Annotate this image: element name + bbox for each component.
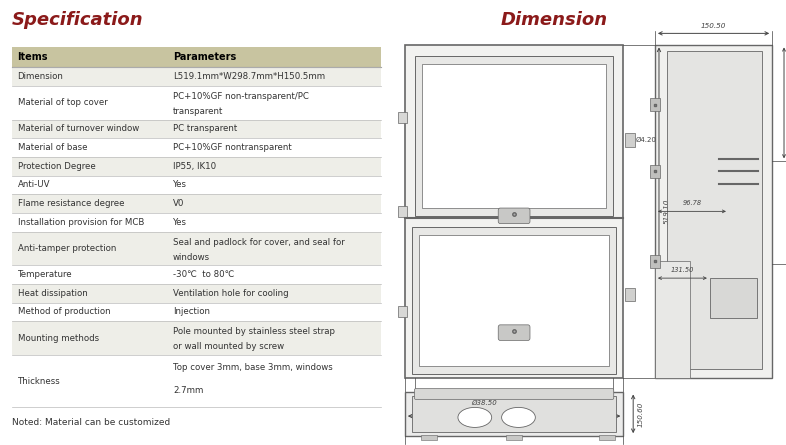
Text: Dimension: Dimension — [17, 72, 64, 81]
Text: Method of production: Method of production — [17, 307, 110, 316]
Bar — [12, 194, 381, 213]
Text: 298.70: 298.70 — [501, 420, 527, 425]
Text: Dimension: Dimension — [500, 11, 608, 29]
Text: 25.34: 25.34 — [725, 295, 743, 301]
Bar — [650, 165, 660, 178]
Text: 131.50: 131.50 — [670, 267, 694, 273]
Text: Thickness: Thickness — [17, 376, 61, 385]
Bar — [625, 288, 635, 302]
Text: Ventilation hole for cooling: Ventilation hole for cooling — [173, 289, 288, 298]
Bar — [12, 176, 381, 194]
Text: 150.50: 150.50 — [701, 24, 726, 29]
Bar — [650, 255, 660, 268]
Text: 2.7mm: 2.7mm — [173, 386, 204, 395]
Text: 519.10: 519.10 — [663, 198, 670, 224]
FancyBboxPatch shape — [498, 325, 530, 340]
Text: Seal and padlock for cover, and seal for: Seal and padlock for cover, and seal for — [173, 238, 345, 247]
Bar — [506, 435, 522, 440]
Bar — [12, 67, 381, 86]
Bar — [12, 120, 381, 138]
Text: Ø4.20: Ø4.20 — [636, 137, 657, 143]
Text: -30℃  to 80℃: -30℃ to 80℃ — [173, 270, 234, 279]
Bar — [12, 265, 381, 284]
Bar — [419, 235, 609, 366]
Text: Protection Degree: Protection Degree — [17, 162, 95, 171]
Text: Flame resistance degree: Flame resistance degree — [17, 199, 124, 208]
Bar — [405, 392, 623, 436]
Bar — [12, 231, 381, 265]
Text: Heat dissipation: Heat dissipation — [17, 289, 87, 298]
Text: Ø38.50: Ø38.50 — [471, 400, 497, 406]
Text: Material of turnover window: Material of turnover window — [17, 125, 139, 134]
Text: 150.60: 150.60 — [637, 401, 643, 427]
Bar — [12, 213, 381, 231]
Bar — [12, 321, 381, 355]
Text: Noted: Material can be customized: Noted: Material can be customized — [12, 418, 170, 427]
Text: PC+10%GF nontransparent: PC+10%GF nontransparent — [173, 143, 292, 152]
Text: Yes: Yes — [173, 180, 187, 190]
Text: windows: windows — [173, 253, 211, 262]
Text: Top cover 3mm, base 3mm, windows: Top cover 3mm, base 3mm, windows — [173, 363, 333, 372]
Text: IP55, IK10: IP55, IK10 — [173, 162, 216, 171]
Text: V0: V0 — [173, 199, 185, 208]
Bar — [12, 138, 381, 157]
Text: Specification: Specification — [12, 11, 143, 29]
Text: Material of base: Material of base — [17, 143, 87, 152]
FancyBboxPatch shape — [498, 208, 530, 223]
Text: 274.40: 274.40 — [501, 404, 527, 410]
Text: or wall mounted by screw: or wall mounted by screw — [173, 343, 285, 352]
Text: L519.1mm*W298.7mm*H150.5mm: L519.1mm*W298.7mm*H150.5mm — [173, 72, 325, 81]
Bar — [625, 133, 635, 146]
Bar — [421, 435, 437, 440]
Bar — [12, 355, 381, 407]
Bar — [398, 206, 406, 217]
Bar — [412, 227, 616, 374]
Ellipse shape — [501, 408, 535, 427]
Text: PC+10%GF non-transparent/PC: PC+10%GF non-transparent/PC — [173, 92, 309, 101]
Bar — [412, 396, 616, 432]
Text: Temperature: Temperature — [17, 270, 72, 279]
Text: transparent: transparent — [173, 107, 223, 116]
Text: Yes: Yes — [173, 218, 187, 227]
Bar — [398, 306, 406, 317]
Text: Injection: Injection — [173, 307, 210, 316]
Text: Mounting methods: Mounting methods — [17, 334, 98, 343]
Bar — [12, 157, 381, 176]
Bar — [422, 64, 606, 208]
Bar — [398, 112, 406, 123]
Bar — [650, 98, 660, 111]
Bar — [415, 56, 613, 216]
Bar — [600, 435, 615, 440]
Text: Items: Items — [17, 52, 48, 62]
Bar — [667, 51, 762, 369]
Bar — [12, 284, 381, 303]
FancyBboxPatch shape — [414, 388, 614, 399]
Bar — [655, 261, 690, 378]
Text: PC transparent: PC transparent — [173, 125, 237, 134]
Bar — [655, 44, 772, 378]
Text: 96.78: 96.78 — [682, 200, 701, 206]
Text: Anti-tamper protection: Anti-tamper protection — [17, 244, 116, 253]
Ellipse shape — [458, 408, 492, 427]
Bar — [710, 278, 758, 318]
Text: Material of top cover: Material of top cover — [17, 98, 107, 107]
Text: Installation provision for MCB: Installation provision for MCB — [17, 218, 144, 227]
Text: Parameters: Parameters — [173, 52, 237, 62]
Text: Pole mounted by stainless steel strap: Pole mounted by stainless steel strap — [173, 328, 335, 336]
Bar — [405, 44, 623, 378]
Bar — [12, 303, 381, 321]
Bar — [12, 47, 381, 67]
Text: Anti-UV: Anti-UV — [17, 180, 50, 190]
Bar — [12, 86, 381, 120]
